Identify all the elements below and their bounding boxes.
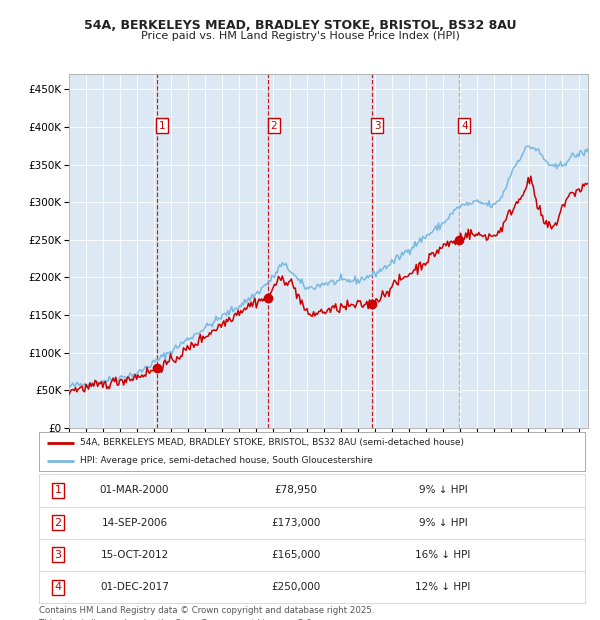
- Text: 54A, BERKELEYS MEAD, BRADLEY STOKE, BRISTOL, BS32 8AU: 54A, BERKELEYS MEAD, BRADLEY STOKE, BRIS…: [84, 19, 516, 32]
- Text: £165,000: £165,000: [271, 550, 320, 560]
- Text: 9% ↓ HPI: 9% ↓ HPI: [419, 518, 467, 528]
- Text: 01-DEC-2017: 01-DEC-2017: [100, 582, 169, 592]
- Text: This data is licensed under the Open Government Licence v3.0.: This data is licensed under the Open Gov…: [39, 619, 314, 620]
- Text: 2: 2: [55, 518, 62, 528]
- Text: 16% ↓ HPI: 16% ↓ HPI: [415, 550, 471, 560]
- Text: 14-SEP-2006: 14-SEP-2006: [101, 518, 167, 528]
- Text: 15-OCT-2012: 15-OCT-2012: [100, 550, 169, 560]
- Text: £250,000: £250,000: [271, 582, 320, 592]
- Text: 1: 1: [159, 121, 166, 131]
- Text: 3: 3: [55, 550, 62, 560]
- Text: 12% ↓ HPI: 12% ↓ HPI: [415, 582, 471, 592]
- Text: Price paid vs. HM Land Registry's House Price Index (HPI): Price paid vs. HM Land Registry's House …: [140, 31, 460, 41]
- Text: 1: 1: [55, 485, 62, 495]
- Text: 2: 2: [271, 121, 277, 131]
- Text: 01-MAR-2000: 01-MAR-2000: [100, 485, 169, 495]
- Text: 3: 3: [374, 121, 380, 131]
- Text: £78,950: £78,950: [274, 485, 317, 495]
- Text: 54A, BERKELEYS MEAD, BRADLEY STOKE, BRISTOL, BS32 8AU (semi-detached house): 54A, BERKELEYS MEAD, BRADLEY STOKE, BRIS…: [80, 438, 464, 447]
- Text: 4: 4: [461, 121, 467, 131]
- Text: £173,000: £173,000: [271, 518, 320, 528]
- Text: HPI: Average price, semi-detached house, South Gloucestershire: HPI: Average price, semi-detached house,…: [80, 456, 373, 465]
- Text: 4: 4: [55, 582, 62, 592]
- Text: 9% ↓ HPI: 9% ↓ HPI: [419, 485, 467, 495]
- Text: Contains HM Land Registry data © Crown copyright and database right 2025.: Contains HM Land Registry data © Crown c…: [39, 606, 374, 616]
